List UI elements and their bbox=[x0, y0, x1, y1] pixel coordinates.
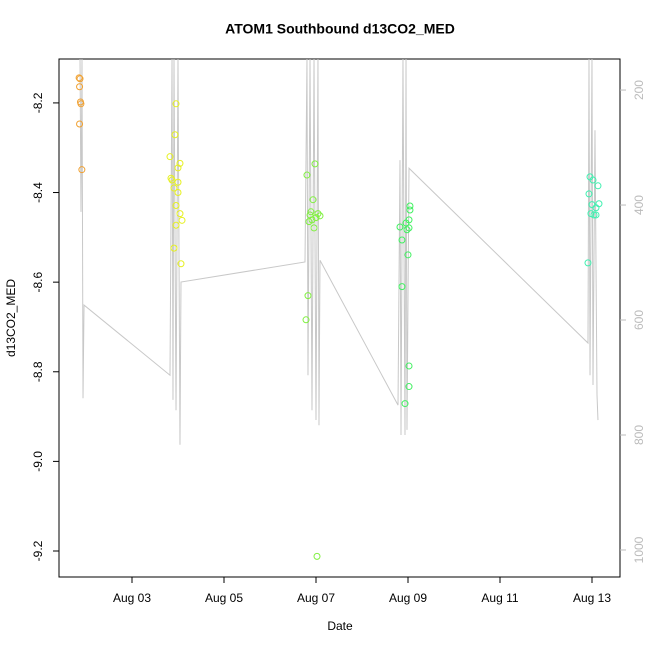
point bbox=[585, 190, 593, 198]
point bbox=[77, 100, 85, 108]
point bbox=[76, 83, 84, 91]
x-tick-label: Aug 09 bbox=[389, 591, 427, 605]
point bbox=[311, 160, 319, 168]
x-tick-label: Aug 13 bbox=[573, 591, 611, 605]
point bbox=[316, 212, 324, 220]
point bbox=[75, 74, 83, 82]
point bbox=[590, 211, 598, 219]
plot-frame bbox=[58, 58, 621, 578]
point bbox=[406, 202, 414, 210]
point bbox=[172, 202, 180, 210]
point bbox=[402, 219, 410, 227]
point bbox=[176, 159, 184, 167]
x-tick-label: Aug 11 bbox=[481, 591, 518, 605]
pressure-line bbox=[79, 59, 599, 445]
point bbox=[406, 206, 414, 214]
point bbox=[76, 75, 84, 83]
point bbox=[589, 176, 597, 184]
point bbox=[171, 131, 179, 139]
y2-tick-label: 200 bbox=[632, 80, 646, 100]
point bbox=[314, 210, 322, 218]
x-tick-label: Aug 05 bbox=[205, 591, 243, 605]
point bbox=[305, 218, 313, 226]
y-axis-label: d13CO2_MED bbox=[4, 279, 18, 357]
y2-tick-label: 1000 bbox=[632, 536, 646, 563]
y-tick-label: -9.0 bbox=[31, 451, 45, 472]
point bbox=[307, 208, 315, 216]
point bbox=[404, 251, 412, 259]
point bbox=[177, 260, 185, 268]
point bbox=[312, 214, 320, 222]
point bbox=[403, 226, 411, 234]
point bbox=[398, 283, 406, 291]
point bbox=[595, 200, 603, 208]
point bbox=[168, 176, 176, 184]
point bbox=[174, 178, 182, 186]
y2-tick-label: 600 bbox=[632, 310, 646, 330]
point bbox=[398, 236, 406, 244]
point bbox=[170, 244, 178, 252]
x-tick-label: Aug 03 bbox=[113, 591, 151, 605]
point bbox=[303, 171, 311, 179]
y-tick-label: -8.4 bbox=[31, 182, 45, 203]
point bbox=[304, 292, 312, 300]
y2-tick-label: 800 bbox=[632, 425, 646, 445]
point bbox=[588, 201, 596, 209]
point bbox=[401, 400, 409, 408]
point bbox=[405, 362, 413, 370]
y2-tick-label: 400 bbox=[632, 195, 646, 215]
point bbox=[76, 120, 84, 128]
point bbox=[172, 221, 180, 229]
x-axis-label: Date bbox=[327, 619, 353, 633]
point bbox=[592, 211, 600, 219]
point bbox=[405, 224, 413, 232]
y-tick-label: -8.2 bbox=[31, 92, 45, 113]
point bbox=[310, 224, 318, 232]
point bbox=[174, 164, 182, 172]
point bbox=[313, 552, 321, 560]
point bbox=[309, 196, 317, 204]
point bbox=[178, 216, 186, 224]
y-tick-label: -8.8 bbox=[31, 361, 45, 382]
x-tick-label: Aug 07 bbox=[297, 591, 335, 605]
point bbox=[584, 259, 592, 267]
point bbox=[170, 184, 178, 192]
point bbox=[176, 210, 184, 218]
point bbox=[405, 383, 413, 391]
point bbox=[166, 153, 174, 161]
y-tick-label: -9.2 bbox=[31, 540, 45, 561]
y-tick-label: -8.6 bbox=[31, 271, 45, 292]
point bbox=[78, 166, 86, 174]
point bbox=[302, 316, 310, 324]
point bbox=[172, 100, 180, 108]
chart-title: ATOM1 Southbound d13CO2_MED bbox=[225, 21, 455, 37]
point bbox=[396, 223, 404, 231]
point bbox=[594, 182, 602, 190]
point bbox=[174, 189, 182, 197]
